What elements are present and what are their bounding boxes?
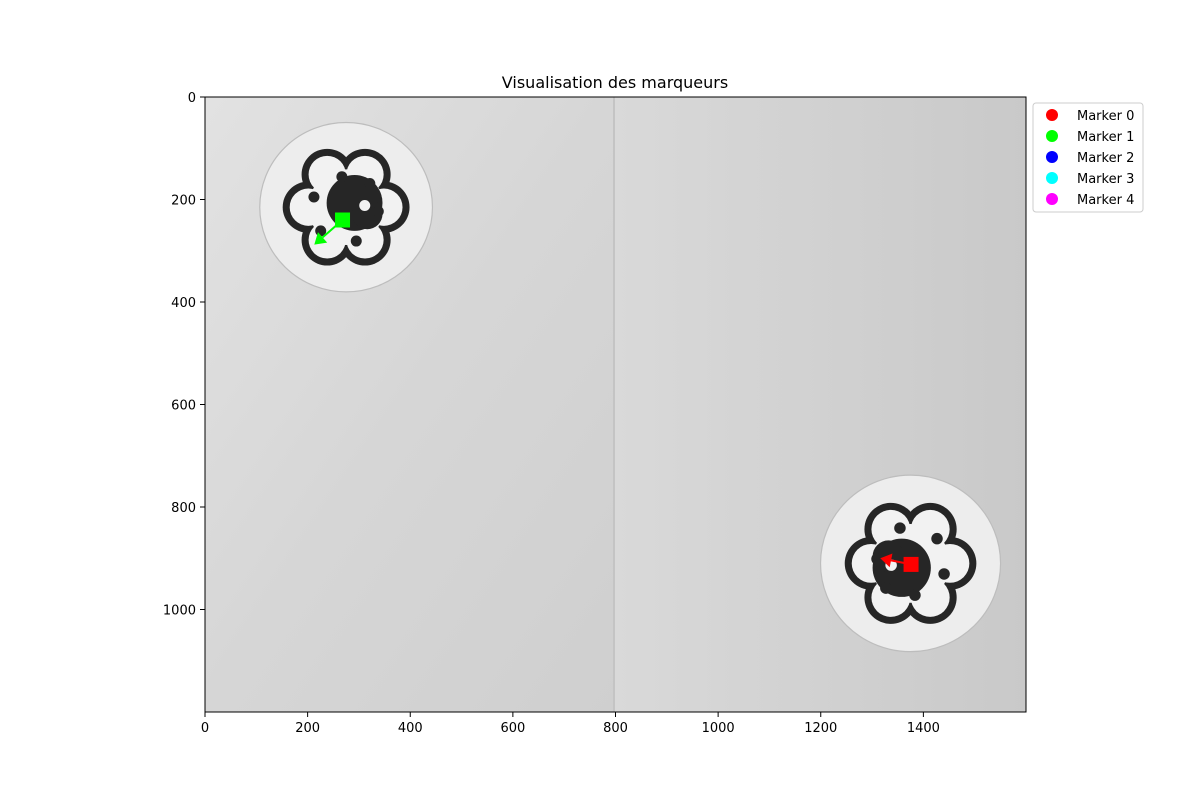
legend-item-marker-3: Marker 3 [1046,172,1134,187]
background-photo [205,97,1026,712]
x-axis: 0 200 400 600 800 1000 1200 1400 [201,712,940,736]
legend-swatch [1046,130,1058,142]
x-tick-label: 1200 [804,721,837,736]
x-tick-label: 800 [603,721,628,736]
y-tick-label: 800 [171,501,196,516]
legend-item-marker-1: Marker 1 [1046,130,1134,145]
orientation-arrow-head [314,232,328,245]
x-tick-label: 1000 [702,721,735,736]
legend-swatch [1046,193,1058,205]
photo-marker [259,121,434,293]
marker-center-square [903,556,919,572]
chart-title: Visualisation des marqueurs [502,73,728,92]
y-tick-label: 600 [171,399,196,414]
marker-center-square [335,212,351,228]
x-tick-label: 1400 [907,721,940,736]
x-tick-label: 400 [398,721,423,736]
legend-item-marker-0: Marker 0 [1046,109,1134,124]
orientation-arrow-head [880,553,893,568]
legend-label: Marker 4 [1077,193,1134,208]
legend: Marker 0 Marker 1 Marker 2 Marker 3 Marker 4 [1032,102,1144,213]
y-axis: 0 200 400 600 800 1000 [163,91,205,619]
detection-marker-0 [880,553,919,572]
legend-box [1032,102,1144,213]
marker-detections [314,212,919,572]
legend-label: Marker 3 [1077,172,1134,187]
legend-item-marker-4: Marker 4 [1046,193,1134,208]
legend-swatch [1046,151,1058,163]
y-tick-label: 200 [171,194,196,209]
y-tick-label: 400 [171,296,196,311]
legend-swatch [1046,172,1058,184]
legend-label: Marker 2 [1077,151,1134,166]
legend-label: Marker 0 [1077,109,1134,124]
legend-swatch [1046,109,1058,121]
plot-area: 0 200 400 600 800 1000 1200 1400 0 200 400 600 800 1… [163,91,1027,736]
y-tick-label: 1000 [163,604,196,619]
x-tick-label: 600 [500,721,525,736]
x-tick-label: 0 [201,721,209,736]
detection-marker-1 [314,212,351,245]
legend-item-marker-2: Marker 2 [1046,151,1134,166]
legend-label: Marker 1 [1077,130,1134,145]
x-tick-label: 200 [295,721,320,736]
y-tick-label: 0 [188,91,196,106]
